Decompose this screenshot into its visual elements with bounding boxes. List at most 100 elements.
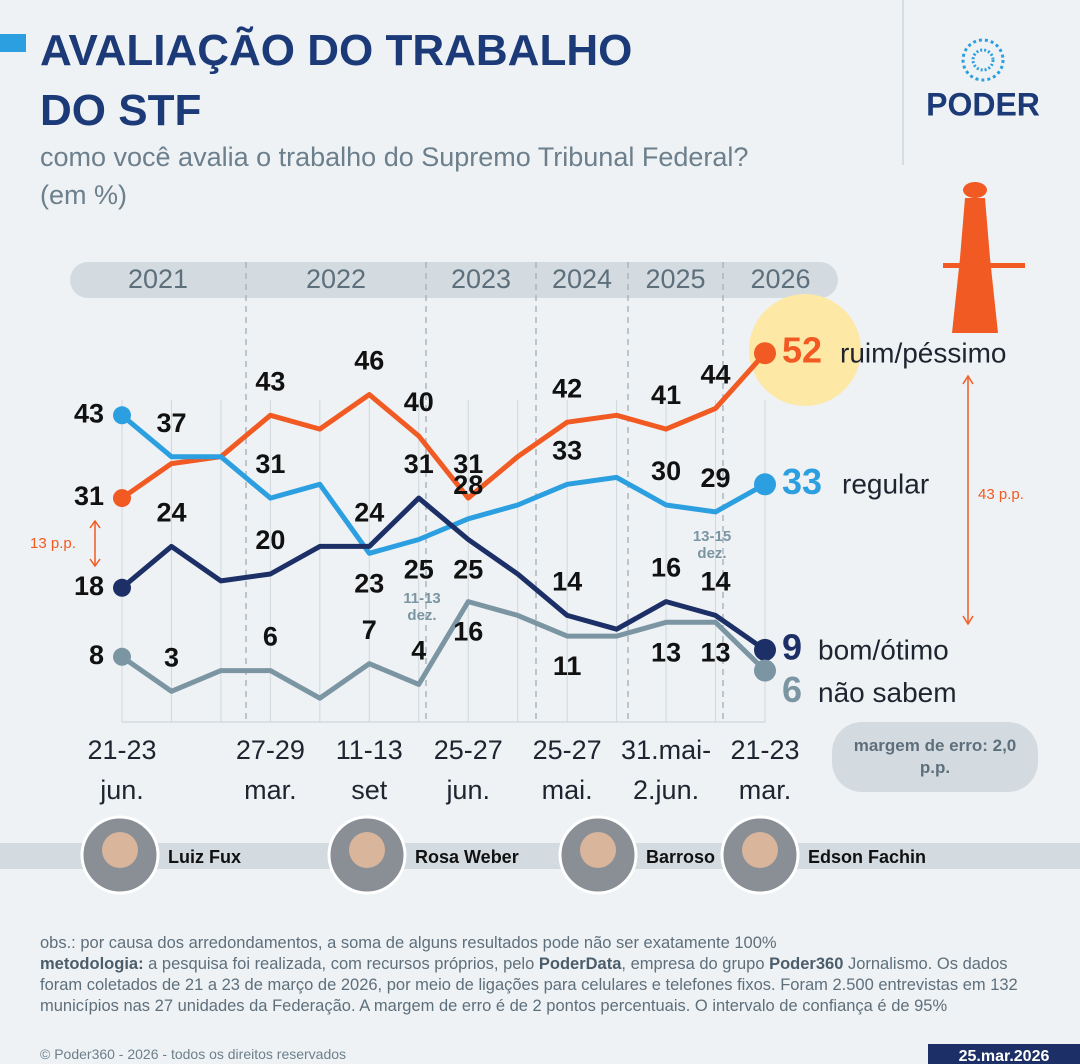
photo-face bbox=[742, 832, 778, 868]
point bbox=[754, 659, 776, 682]
president-name: Barroso bbox=[646, 847, 715, 867]
photo-face bbox=[102, 832, 138, 868]
unit: (em %) bbox=[40, 180, 127, 210]
value-label: 24 bbox=[156, 498, 186, 528]
series-name: ruim/péssimo bbox=[840, 338, 1006, 369]
point bbox=[113, 406, 131, 425]
value-label: 41 bbox=[651, 380, 681, 410]
president-name: Rosa Weber bbox=[415, 847, 519, 867]
subtitle: como você avalia o trabalho do Supremo T… bbox=[40, 142, 749, 172]
value-label: 42 bbox=[552, 373, 582, 403]
year-label: 2022 bbox=[306, 264, 366, 294]
year-label: 2023 bbox=[451, 264, 511, 294]
value-label: 31 bbox=[453, 449, 483, 479]
year-band bbox=[70, 262, 838, 298]
point bbox=[113, 489, 131, 508]
value-label: 11 bbox=[553, 651, 582, 681]
value-label: 25 bbox=[404, 555, 434, 585]
margin-box bbox=[832, 722, 1038, 792]
end-value: 52 bbox=[782, 330, 822, 371]
series-line bbox=[120, 413, 767, 556]
value-label: 43 bbox=[74, 398, 104, 428]
x-tick-label: 25-27 mai. bbox=[532, 735, 602, 805]
photo-face bbox=[349, 832, 385, 868]
value-label: 46 bbox=[354, 346, 384, 376]
text: PoderData bbox=[538, 955, 622, 973]
arrow-head bbox=[89, 519, 101, 568]
x-tick-label: 31.mai-2.jun. bbox=[621, 735, 712, 805]
value-label: 31 bbox=[74, 481, 104, 511]
statue bbox=[943, 182, 1025, 333]
annotation: 13-15 dez. bbox=[692, 528, 732, 562]
methodology: metodologia: a pesquisa foi realizada, c… bbox=[40, 954, 1040, 1017]
x-tick-label: 21-23 mar. bbox=[730, 735, 800, 805]
value-label: 30 bbox=[651, 456, 681, 486]
value-label: 37 bbox=[156, 408, 186, 438]
end-value: 9 bbox=[782, 626, 802, 667]
point bbox=[754, 342, 776, 365]
value-label: 8 bbox=[89, 640, 104, 670]
photo-face bbox=[580, 832, 616, 868]
annotation: 13 p.p. bbox=[30, 535, 76, 552]
highlight bbox=[749, 294, 861, 406]
end-value: 33 bbox=[782, 461, 822, 502]
value-label: 44 bbox=[701, 360, 731, 390]
annotation: 11-13 dez. bbox=[403, 590, 441, 624]
title: DO STF bbox=[40, 86, 202, 135]
copyright: © Poder360 - 2026 - todos os direitos re… bbox=[40, 1046, 347, 1062]
x-tick-label: 25-27 jun. bbox=[433, 735, 503, 805]
value-label: 13 bbox=[651, 637, 681, 667]
value-label: 25 bbox=[453, 555, 483, 585]
series-name: bom/ótimo bbox=[818, 634, 949, 665]
text: Poder360 bbox=[769, 955, 844, 973]
text: Jornalismo. Os dados foram coletados de … bbox=[40, 955, 1018, 1015]
value-label: 16 bbox=[651, 553, 681, 583]
title: AVALIAÇÃO DO TRABALHO bbox=[40, 26, 633, 75]
president-band bbox=[0, 843, 1080, 869]
value-label: 20 bbox=[255, 525, 285, 555]
value-label: 24 bbox=[354, 498, 384, 528]
value-label: 28 bbox=[453, 470, 483, 500]
value-label: 13 bbox=[701, 637, 731, 667]
point bbox=[754, 638, 776, 661]
annotation: 43 p.p. bbox=[978, 486, 1024, 503]
value-label: 16 bbox=[453, 617, 483, 647]
value-label: 14 bbox=[552, 567, 582, 597]
value-label: 33 bbox=[552, 435, 582, 465]
value-label: 31 bbox=[255, 449, 285, 479]
series-line bbox=[120, 599, 767, 701]
series-line bbox=[120, 351, 767, 501]
president-name: Edson Fachin bbox=[808, 847, 926, 867]
series-line bbox=[120, 495, 767, 652]
president-name: Luiz Fux bbox=[168, 847, 241, 867]
value-label: 18 bbox=[74, 571, 104, 601]
year-label: 2026 bbox=[750, 264, 810, 294]
x-tick-label: 27-29 mar. bbox=[235, 735, 305, 805]
obs: obs.: por causa dos arredondamentos, a s… bbox=[40, 934, 777, 952]
series-name: regular bbox=[842, 469, 929, 500]
margin-note: margem de erro: 2,0 p.p. bbox=[853, 736, 1017, 777]
x-tick-label: 11-13 set bbox=[335, 735, 403, 805]
label: metodologia: bbox=[40, 955, 144, 973]
date-box bbox=[928, 1044, 1080, 1064]
year-label: 2025 bbox=[645, 264, 705, 294]
end-value: 6 bbox=[782, 669, 802, 710]
point bbox=[113, 647, 131, 666]
date: 25.mar.2026 bbox=[958, 1048, 1050, 1064]
value-label: 14 bbox=[701, 567, 731, 597]
value-label: 29 bbox=[701, 463, 731, 493]
value-label: 7 bbox=[362, 615, 377, 645]
arrow-head bbox=[962, 374, 974, 626]
point bbox=[113, 578, 131, 597]
value-label: 31 bbox=[404, 449, 434, 479]
text: , empresa do grupo bbox=[621, 955, 770, 973]
text: a pesquisa foi realizada, com recursos p… bbox=[143, 955, 539, 973]
year-label: 2021 bbox=[128, 264, 188, 294]
x-tick-label: 21-23 jun. bbox=[87, 735, 157, 805]
value-label: 4 bbox=[411, 636, 426, 666]
logo: PODER bbox=[926, 86, 1040, 122]
accent bbox=[0, 34, 26, 52]
value-label: 40 bbox=[404, 387, 434, 417]
